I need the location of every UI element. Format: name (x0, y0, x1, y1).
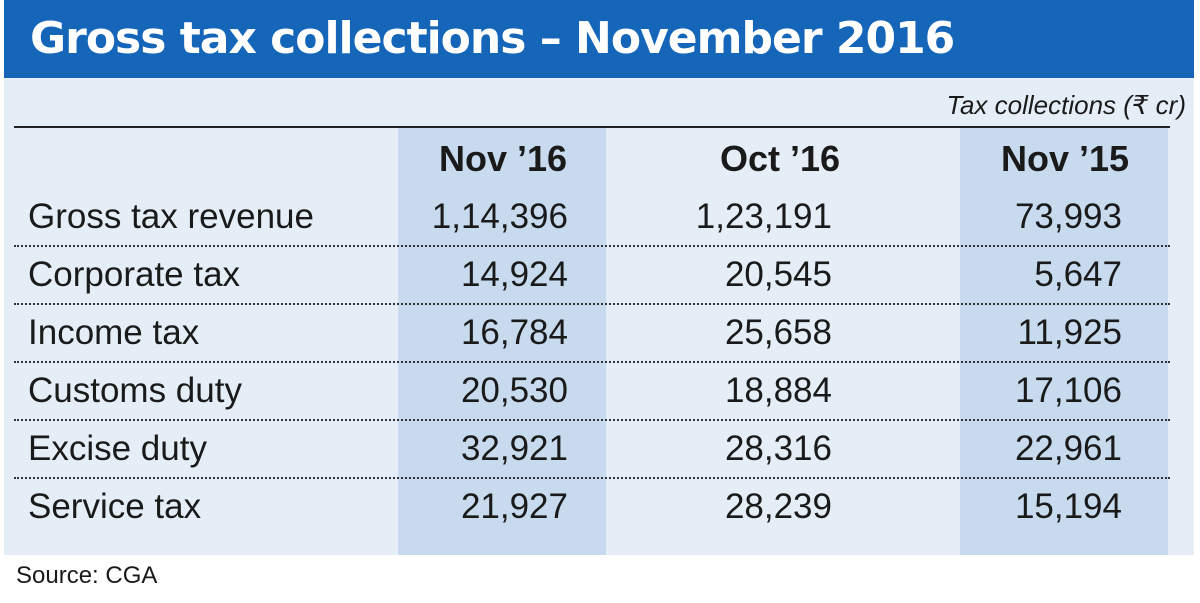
table-cell: 14,924 (460, 255, 568, 294)
row-label-customs-duty: Customs duty (28, 371, 242, 410)
chart-title: Gross tax collections – November 2016 (30, 13, 955, 64)
row-label-gross-tax-revenue: Gross tax revenue (28, 197, 314, 236)
row-separator (14, 303, 1170, 305)
title-banner (4, 0, 1194, 78)
table-cell: 22,961 (1014, 429, 1122, 468)
row-label-service-tax: Service tax (28, 487, 202, 526)
row-separator (14, 419, 1170, 421)
table-cell: 18,884 (724, 371, 832, 410)
table-cell: 20,545 (724, 255, 832, 294)
table-cell: 25,658 (724, 313, 832, 352)
row-label-income-tax: Income tax (28, 313, 200, 352)
row-label-corporate-tax: Corporate tax (28, 255, 241, 294)
highlight-column-nov15 (960, 128, 1168, 555)
table-cell: 16,784 (460, 313, 568, 352)
unit-note: Tax collections (₹ cr) (946, 90, 1186, 120)
table-cell: 1,14,396 (431, 197, 568, 236)
table-cell: 28,316 (724, 429, 832, 468)
column-header-oct16: Oct ’16 (719, 138, 841, 179)
table-cell: 15,194 (1014, 487, 1122, 526)
table-cell: 17,106 (1014, 371, 1122, 410)
table-cell: 73,993 (1014, 197, 1122, 236)
table-cell: 28,239 (724, 487, 832, 526)
row-separator (14, 245, 1170, 247)
table-cell: 11,925 (1017, 313, 1122, 352)
row-separator (14, 361, 1170, 363)
header-rule (14, 126, 1170, 128)
table-cell: 21,927 (460, 487, 568, 526)
column-header-nov16: Nov ’16 (438, 138, 568, 179)
row-label-excise-duty: Excise duty (28, 429, 207, 468)
column-header-nov15: Nov ’15 (1000, 138, 1130, 179)
table-cell: 32,921 (460, 429, 568, 468)
source-note: Source: CGA (16, 562, 158, 589)
table-cell: 5,647 (1034, 255, 1122, 294)
row-separator (14, 477, 1170, 479)
table-cell: 1,23,191 (695, 197, 832, 236)
table-cell: 20,530 (460, 371, 568, 410)
highlight-column-nov16 (398, 128, 606, 555)
